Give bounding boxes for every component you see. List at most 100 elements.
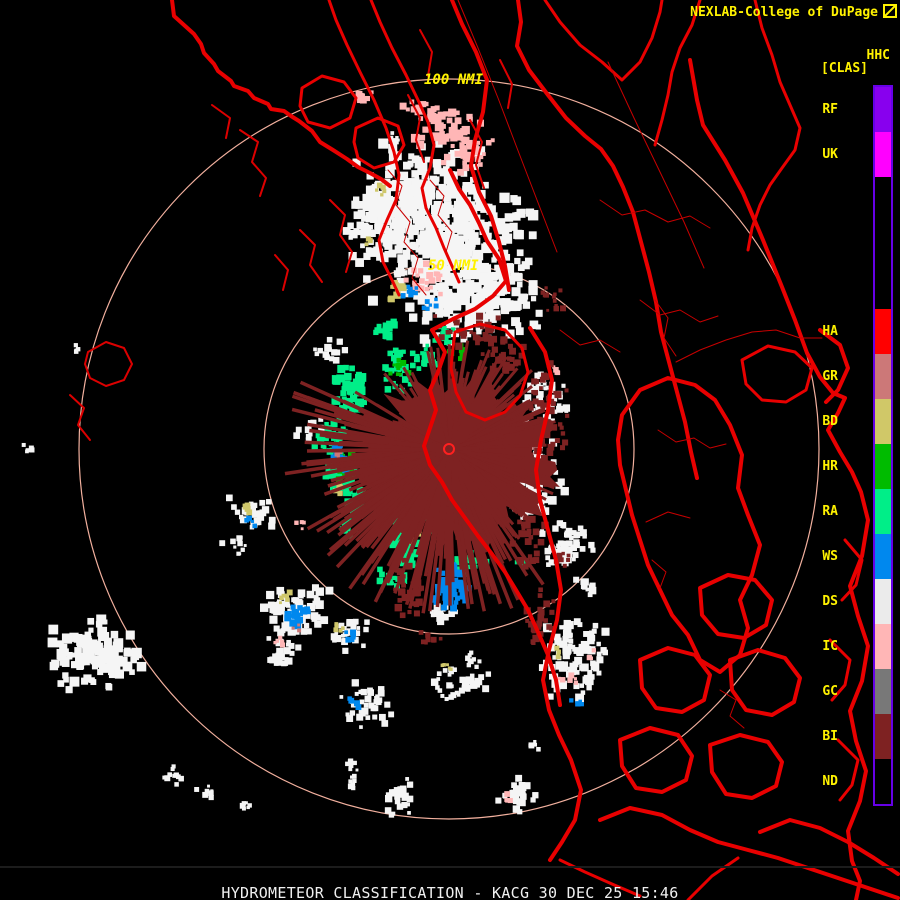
echo-pixel-IC bbox=[273, 640, 277, 645]
echo-pixel-DS bbox=[449, 296, 457, 305]
echo-pixel-DS bbox=[447, 307, 454, 314]
echo-pixel-DS bbox=[286, 639, 291, 645]
echo-pixel-DS bbox=[532, 792, 539, 799]
echo-pixel-DS bbox=[283, 622, 293, 632]
coastline-path bbox=[740, 344, 814, 404]
echo-pixel-DS bbox=[551, 394, 556, 399]
echo-pixel-DS bbox=[403, 161, 411, 170]
echo-pixel-RA bbox=[444, 331, 451, 338]
echo-pixel-DS bbox=[512, 805, 521, 813]
echo-pixel-DS bbox=[248, 501, 254, 507]
echo-pixel-DS bbox=[383, 189, 391, 197]
echo-pixel-DS bbox=[114, 669, 124, 679]
echo-pixel-DS bbox=[351, 679, 359, 687]
echo-pixel-DS bbox=[204, 788, 210, 794]
echo-pixel-BI bbox=[544, 286, 548, 290]
echo-pixel-DS bbox=[378, 234, 385, 241]
echo-pixel-DS bbox=[347, 783, 354, 790]
echo-pixel-BD bbox=[279, 601, 282, 605]
echo-pixel-DS bbox=[419, 231, 425, 237]
echo-pixel-BI bbox=[554, 391, 562, 399]
echo-pixel-BI bbox=[540, 454, 548, 462]
echo-pixel-DS bbox=[101, 632, 110, 640]
echo-pixel-DS bbox=[535, 309, 543, 317]
echo-pixel-DS bbox=[561, 383, 566, 388]
echo-pixel-DS bbox=[273, 661, 279, 666]
echo-pixel-DS bbox=[469, 650, 474, 655]
echo-pixel-DS bbox=[521, 261, 530, 270]
echo-pixel-BI bbox=[560, 431, 566, 436]
echo-pixel-DS bbox=[352, 778, 357, 784]
echo-pixel-DS bbox=[354, 691, 359, 696]
echo-pixel-DS bbox=[498, 278, 504, 284]
echo-pixel-RA bbox=[414, 539, 423, 548]
echo-pixel-DS bbox=[384, 235, 392, 243]
echo-pixel-WS bbox=[405, 284, 411, 290]
echo-pixel-BI bbox=[426, 636, 430, 640]
echo-pixel-GR bbox=[297, 623, 301, 627]
echo-pixel-DS bbox=[464, 684, 471, 691]
echo-pixel-DS bbox=[377, 216, 385, 224]
echo-pixel-WS bbox=[460, 590, 468, 598]
echo-pixel-RA bbox=[401, 349, 406, 354]
echo-pixel-DS bbox=[397, 268, 405, 277]
echo-pixel-GR bbox=[297, 628, 302, 633]
echo-pixel-DS bbox=[470, 678, 475, 683]
echo-pixel-IC bbox=[454, 133, 463, 141]
echo-pixel-DS bbox=[59, 654, 65, 660]
echo-pixel-WS bbox=[434, 297, 438, 302]
echo-pixel-DS bbox=[57, 680, 65, 687]
echo-pixel-RA bbox=[392, 575, 397, 581]
echo-pixel-DS bbox=[341, 347, 349, 354]
echo-pixel-DS bbox=[463, 231, 472, 240]
echo-pixel-DS bbox=[357, 230, 363, 236]
echo-pixel-DS bbox=[131, 647, 142, 659]
echo-pixel-RA bbox=[374, 327, 381, 334]
echo-pixel-DS bbox=[462, 289, 470, 297]
echo-pixel-DS bbox=[518, 788, 526, 796]
echo-pixel-IC bbox=[437, 136, 447, 145]
echo-pixel-DS bbox=[397, 786, 405, 794]
echo-pixel-RA bbox=[337, 364, 346, 373]
echo-pixel-DS bbox=[479, 262, 489, 273]
echo-pixel-DS bbox=[559, 661, 569, 670]
echo-pixel-WS bbox=[438, 578, 446, 586]
echo-pixel-IC bbox=[439, 131, 445, 137]
echo-pixel-BI bbox=[550, 424, 558, 431]
coastline-path bbox=[422, 328, 562, 707]
echo-pixel-DS bbox=[373, 699, 379, 705]
echo-pixel-DS bbox=[426, 231, 436, 241]
legend-block-IC bbox=[875, 624, 891, 669]
echo-pixel-DS bbox=[331, 349, 338, 356]
echo-pixel-IC bbox=[426, 272, 434, 280]
echo-pixel-DS bbox=[470, 270, 480, 280]
echo-pixel-RA bbox=[447, 339, 452, 345]
echo-pixel-IC bbox=[568, 672, 575, 679]
coastline-path bbox=[84, 341, 133, 387]
echo-pixel-DS bbox=[438, 285, 448, 295]
echo-pixel-DS bbox=[308, 420, 313, 425]
echo-pixel-DS bbox=[463, 223, 474, 234]
echo-pixel-BD bbox=[246, 509, 253, 516]
echo-pixel-DS bbox=[464, 321, 474, 331]
echo-pixel-DS bbox=[565, 527, 573, 535]
echo-pixel-DS bbox=[89, 677, 95, 684]
echo-pixel-DS bbox=[194, 787, 200, 792]
echo-pixel-DS bbox=[450, 188, 462, 199]
echo-pixel-DS bbox=[407, 811, 411, 815]
echo-pixel-IC bbox=[364, 95, 370, 102]
echo-pixel-IC bbox=[450, 122, 458, 130]
starburst-spike bbox=[448, 418, 488, 451]
echo-pixel-IC bbox=[554, 368, 558, 372]
echo-pixel-BI bbox=[512, 361, 519, 367]
coastline-path bbox=[828, 638, 852, 702]
echo-pixel-BI bbox=[476, 312, 484, 320]
echo-pixel-DS bbox=[409, 244, 414, 250]
echo-pixel-DS bbox=[509, 222, 518, 231]
echo-pixel-RA bbox=[348, 381, 357, 391]
echo-pixel-DS bbox=[285, 657, 293, 665]
echo-pixel-DS bbox=[295, 644, 302, 651]
echo-pixel-IC bbox=[424, 101, 429, 107]
echo-pixel-DS bbox=[377, 203, 385, 212]
echo-pixel-DS bbox=[83, 659, 90, 666]
